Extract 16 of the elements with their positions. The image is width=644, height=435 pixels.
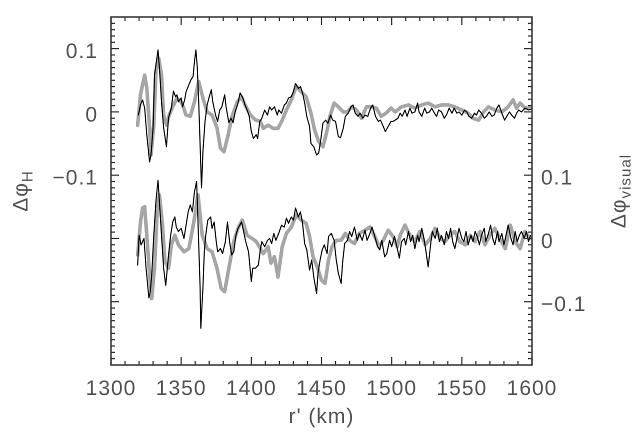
x-tick-label: 1350 [156,377,207,400]
y2-tick-label: 0 [541,230,554,253]
x-tick-label: 1500 [366,377,418,400]
y2-tick-label: −0.1 [541,293,586,316]
x-tick-label: 1400 [226,377,277,400]
y-tick-label: 0.1 [66,40,98,63]
x-tick-label: 1550 [436,377,488,400]
y-tick-label: −0.1 [52,166,98,190]
x-axis-title: r' (km) [288,405,354,428]
y-tick-label: 0 [85,103,98,126]
x-tick-label: 1450 [296,377,347,400]
y2-tick-label: 0.1 [541,166,574,190]
x-tick-label: 1300 [86,377,136,400]
line-series [138,49,532,188]
line-series [137,180,532,329]
x-tick-label: 1600 [506,377,558,400]
